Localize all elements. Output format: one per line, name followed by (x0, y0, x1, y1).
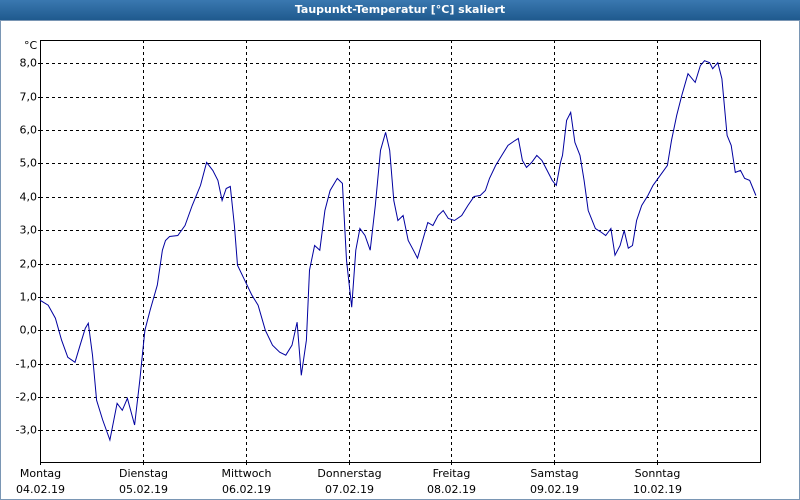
x-tick-date: 09.02.19 (530, 483, 579, 496)
y-tick-label: 8,0 (20, 57, 38, 70)
y-tick-label: -3,0 (16, 424, 37, 437)
y-tick-label: -2,0 (16, 391, 37, 404)
y-tick-label: 3,0 (20, 224, 38, 237)
x-tick-date: 08.02.19 (427, 483, 476, 496)
frame (0, 20, 800, 500)
y-tick-label: 2,0 (20, 258, 38, 271)
y-tick-label: 0,0 (20, 324, 38, 337)
x-tick-label: Samstag (530, 467, 578, 480)
plot-frame (40, 40, 761, 463)
x-tick-label: Montag (20, 467, 61, 480)
y-tick-label: 1,0 (20, 291, 38, 304)
y-tick-label: 6,0 (20, 124, 38, 137)
y-tick-label: 4,0 (20, 191, 38, 204)
y-unit: °C (24, 39, 38, 52)
x-tick-label: Mittwoch (222, 467, 272, 480)
x-tick-label: Dienstag (119, 467, 168, 480)
y-tick-label: 7,0 (20, 91, 38, 104)
chart-title: Taupunkt-Temperatur [°C] skaliert (295, 3, 505, 16)
title-bar (0, 0, 800, 20)
line (39, 60, 757, 442)
x-tick-date: 04.02.19 (16, 483, 65, 496)
x-tick-date: 10.02.19 (633, 483, 682, 496)
x-tick-label: Freitag (433, 467, 471, 480)
x-tick-date: 07.02.19 (325, 483, 374, 496)
y-tick-label: -1,0 (16, 358, 37, 371)
x-tick-label: Donnerstag (317, 467, 381, 480)
x-tick-date: 06.02.19 (222, 483, 271, 496)
x-tick-date: 05.02.19 (119, 483, 168, 496)
x-tick-label: Sonntag (635, 467, 681, 480)
y-tick-label: 5,0 (20, 157, 38, 170)
